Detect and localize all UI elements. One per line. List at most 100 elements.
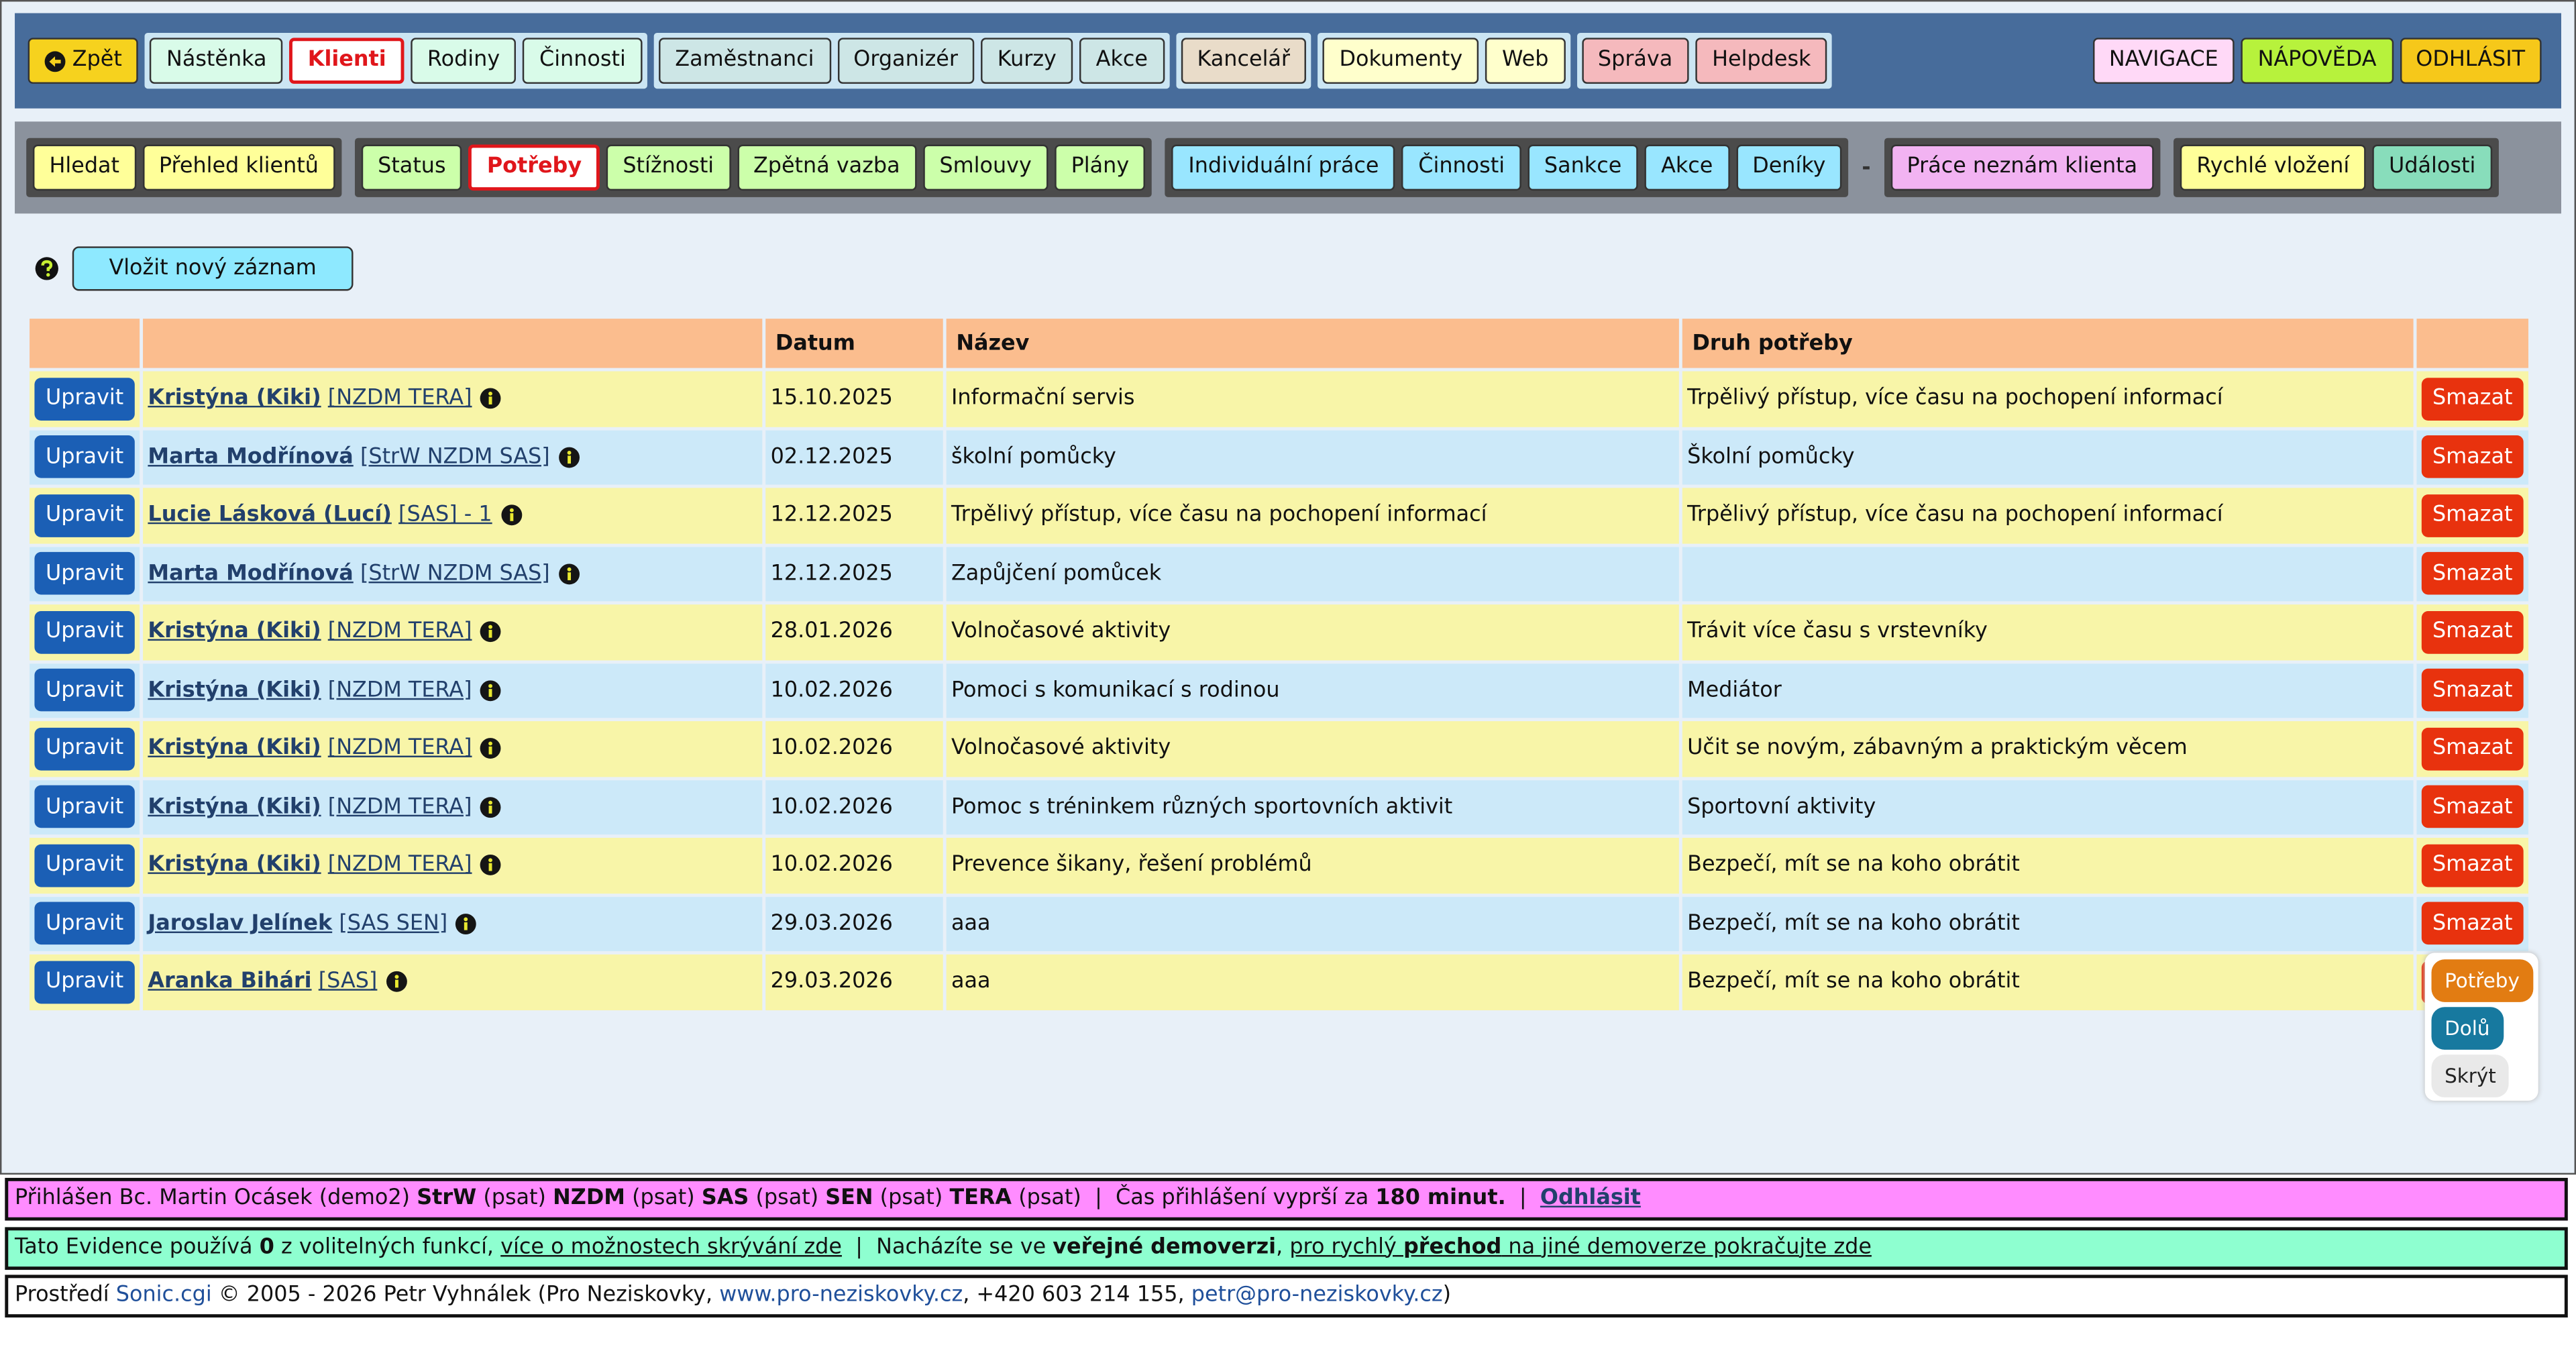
- back-button[interactable]: Zpět: [28, 38, 139, 84]
- nav-button[interactable]: NÁPOVĚDA: [2241, 38, 2394, 84]
- edit-button[interactable]: Upravit: [34, 494, 135, 537]
- edit-button[interactable]: Upravit: [34, 552, 135, 596]
- subnav-button-label: Sankce: [1544, 154, 1622, 179]
- info-icon[interactable]: [386, 971, 407, 993]
- edit-button[interactable]: Upravit: [34, 902, 135, 945]
- nav-button[interactable]: Nástěnka: [150, 38, 284, 84]
- nav-button[interactable]: NAVIGACE: [2092, 38, 2235, 84]
- subnav-button[interactable]: Plány: [1055, 144, 1146, 191]
- nav-button[interactable]: Správa: [1581, 38, 1689, 84]
- edit-button[interactable]: Upravit: [34, 377, 135, 421]
- nav-button[interactable]: ODHLÁSIT: [2399, 38, 2542, 84]
- delete-button[interactable]: Smazat: [2421, 552, 2524, 596]
- delete-button[interactable]: Smazat: [2421, 727, 2524, 770]
- edit-button[interactable]: Upravit: [34, 727, 135, 770]
- delete-button[interactable]: Smazat: [2421, 844, 2524, 887]
- delete-button[interactable]: Smazat: [2421, 902, 2524, 945]
- nav-button[interactable]: Kancelář: [1180, 38, 1307, 84]
- info-icon[interactable]: [455, 913, 477, 934]
- client-link[interactable]: Kristýna (Kiki) [NZDM TERA]: [148, 678, 472, 703]
- delete-button[interactable]: Smazat: [2421, 494, 2524, 537]
- info-icon[interactable]: [480, 855, 502, 876]
- nav-button[interactable]: Kurzy: [981, 38, 1073, 84]
- edit-button[interactable]: Upravit: [34, 961, 135, 1004]
- footer-link[interactable]: Odhlásit: [1540, 1186, 1641, 1211]
- subnav-button-label: Smlouvy: [939, 154, 1032, 179]
- footer-link[interactable]: www.pro-neziskovky.cz: [719, 1283, 963, 1308]
- nav-button[interactable]: Zaměstnanci: [658, 38, 830, 84]
- footer-link[interactable]: přechod: [1403, 1234, 1502, 1260]
- client-link[interactable]: Marta Modřínová [StrW NZDM SAS]: [148, 445, 549, 470]
- footer-link[interactable]: na jiné demoverze pokračujte zde: [1501, 1234, 1872, 1260]
- help-icon[interactable]: [34, 256, 59, 281]
- new-record-button[interactable]: Vložit nový záznam: [72, 246, 354, 291]
- info-icon[interactable]: [558, 447, 580, 468]
- client-link[interactable]: Marta Modřínová [StrW NZDM SAS]: [148, 561, 549, 586]
- edit-button[interactable]: Upravit: [34, 610, 135, 654]
- cell: 28.01.2026: [765, 604, 943, 660]
- table-row: Upravit Aranka Bihári [SAS] 29.03.2026 aaa B…: [30, 954, 2529, 1010]
- client-link[interactable]: Aranka Bihári [SAS]: [148, 970, 377, 995]
- subnav-button[interactable]: Status: [361, 144, 463, 191]
- delete-button[interactable]: Smazat: [2421, 377, 2524, 421]
- footer-link[interactable]: pro rychlý: [1289, 1234, 1403, 1260]
- client-link[interactable]: Jaroslav Jelínek [SAS SEN]: [148, 912, 447, 936]
- info-icon[interactable]: [558, 563, 580, 584]
- client-link[interactable]: Kristýna (Kiki) [NZDM TERA]: [148, 620, 472, 645]
- footer-bar: Tato Evidence používá 0 z volitelných fu…: [5, 1226, 2568, 1269]
- info-icon[interactable]: [480, 738, 502, 759]
- delete-button[interactable]: Smazat: [2421, 610, 2524, 654]
- footer-link[interactable]: petr@pro-neziskovky.cz: [1191, 1283, 1443, 1308]
- footer-text: (psat): [873, 1186, 950, 1211]
- edit-button[interactable]: Upravit: [34, 844, 135, 887]
- client-link[interactable]: Kristýna (Kiki) [NZDM TERA]: [148, 737, 472, 761]
- subnav-button-label: Stížnosti: [623, 154, 714, 179]
- nav-button[interactable]: Rodiny: [411, 38, 517, 84]
- client-link[interactable]: Lucie Lásková (Lucí) [SAS] - 1: [148, 503, 492, 528]
- float-button[interactable]: Dolů: [2431, 1007, 2504, 1050]
- client-link[interactable]: Kristýna (Kiki) [NZDM TERA]: [148, 853, 472, 878]
- edit-button[interactable]: Upravit: [34, 785, 135, 828]
- subnav-button[interactable]: Zpětná vazba: [737, 144, 917, 191]
- client-tags: [NZDM TERA]: [327, 736, 472, 761]
- subnav-button[interactable]: Individuální práce: [1171, 144, 1395, 191]
- nav-button[interactable]: Web: [1485, 38, 1565, 84]
- float-button[interactable]: Skrýt: [2431, 1054, 2510, 1097]
- subnav-button[interactable]: Práce neznám klienta: [1890, 144, 2154, 191]
- subnav-button[interactable]: Rychlé vložení: [2180, 144, 2366, 191]
- subnav-button[interactable]: Akce: [1644, 144, 1729, 191]
- nav-button[interactable]: Činnosti: [523, 38, 643, 84]
- client-link[interactable]: Kristýna (Kiki) [NZDM TERA]: [148, 386, 472, 411]
- footer-text: (psat): [625, 1186, 702, 1211]
- nav-button[interactable]: Klienti: [289, 38, 405, 84]
- subnav-button[interactable]: Činnosti: [1401, 144, 1521, 191]
- subnav-button[interactable]: Sankce: [1527, 144, 1638, 191]
- subnav-button[interactable]: Hledat: [32, 144, 136, 191]
- info-icon[interactable]: [480, 680, 502, 701]
- footer-link[interactable]: více o možnostech skrývání zde: [500, 1234, 842, 1260]
- nav-button[interactable]: Helpdesk: [1695, 38, 1828, 84]
- subnav-button[interactable]: Přehled klientů: [142, 144, 335, 191]
- subnav-button[interactable]: Stížnosti: [606, 144, 731, 191]
- subnav-button[interactable]: Smlouvy: [922, 144, 1049, 191]
- delete-button[interactable]: Smazat: [2421, 435, 2524, 479]
- client-link[interactable]: Kristýna (Kiki) [NZDM TERA]: [148, 795, 472, 820]
- subnav-button[interactable]: Deníky: [1735, 144, 1842, 191]
- info-icon[interactable]: [480, 388, 502, 410]
- info-icon[interactable]: [480, 796, 502, 818]
- delete-button[interactable]: Smazat: [2421, 785, 2524, 828]
- edit-button[interactable]: Upravit: [34, 435, 135, 479]
- nav-button[interactable]: Dokumenty: [1323, 38, 1479, 84]
- nav-button[interactable]: Akce: [1079, 38, 1165, 84]
- edit-button[interactable]: Upravit: [34, 669, 135, 712]
- subnav-button[interactable]: Potřeby: [468, 144, 600, 191]
- kind-text: Bezpečí, mít se na koho obrátit: [1687, 969, 2020, 995]
- delete-button[interactable]: Smazat: [2421, 669, 2524, 712]
- subnav-button[interactable]: Události: [2372, 144, 2492, 191]
- float-button[interactable]: Potřeby: [2431, 959, 2533, 1002]
- nav-button[interactable]: Organizér: [837, 38, 975, 84]
- info-icon[interactable]: [480, 621, 502, 643]
- footer-link[interactable]: Sonic.cgi: [115, 1283, 212, 1308]
- info-icon[interactable]: [500, 504, 522, 526]
